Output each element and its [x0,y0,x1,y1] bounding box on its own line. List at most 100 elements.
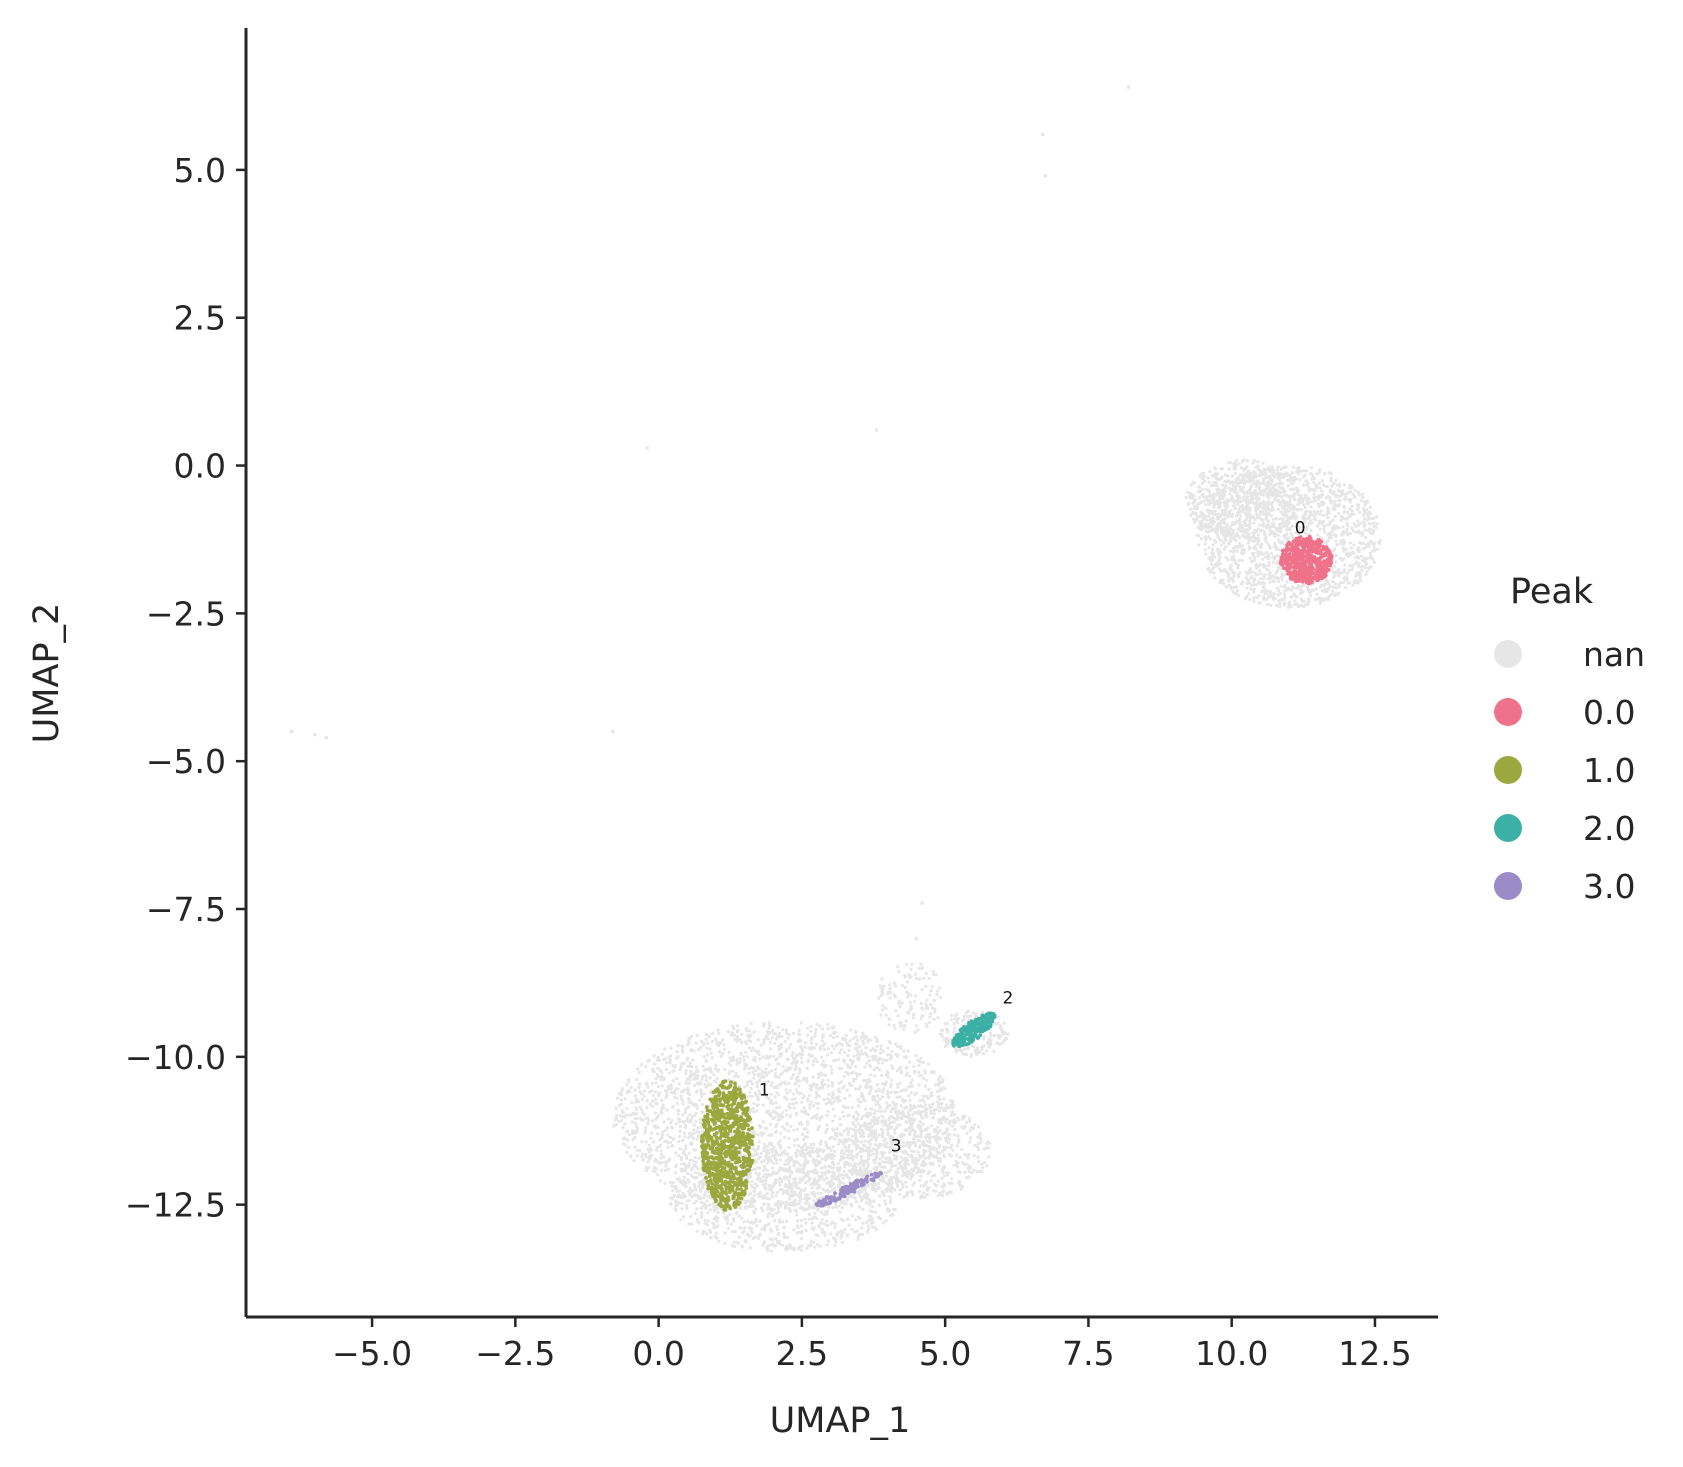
data-point-nan [649,1136,653,1140]
data-point-nan [1224,538,1228,542]
data-point-nan [1218,556,1222,560]
data-point-nan [797,1028,801,1032]
data-point-nan [1300,599,1304,603]
data-point-nan [634,1112,639,1116]
data-point-nan [810,1186,814,1190]
data-point-nan [761,1055,765,1059]
data-point-nan [929,1071,934,1075]
data-point-nan [1331,580,1335,584]
data-point-nan [1241,474,1245,478]
data-point-nan [779,1131,783,1135]
data-point-nan [1274,495,1278,500]
data-point-nan [765,1030,769,1034]
data-point-nan [819,1071,823,1075]
data-point-nan [692,1128,696,1132]
data-point-nan [1186,490,1190,494]
data-point-nan [749,1049,754,1053]
data-point-nan [1306,500,1310,504]
data-point-nan [765,1191,770,1195]
data-point-nan [861,1033,865,1037]
data-point-nan [752,1168,756,1172]
data-point-nan [1340,571,1344,575]
data-point-nan [686,1043,690,1047]
data-point-nan [677,1082,681,1086]
data-point-nan [1218,525,1222,529]
data-point-nan [1285,493,1289,498]
data-point-nan [666,1126,670,1130]
data-point-nan [913,1071,917,1075]
data-point-nan [800,1100,804,1104]
data-point-nan [1352,580,1356,584]
data-point-nan [1291,534,1295,538]
data-point-nan [907,1094,911,1098]
data-point-nan [1252,546,1256,550]
data-point-nan [943,1087,947,1091]
data-point-nan [809,1244,813,1248]
data-point-nan [753,1055,757,1060]
data-point-nan [713,1067,718,1071]
data-point-nan [851,1037,855,1041]
data-point-nan [1238,473,1242,477]
data-point-nan [689,1073,693,1077]
data-point-nan [917,1070,921,1074]
data-point-nan [1240,551,1244,555]
data-point-nan [866,1111,870,1115]
data-point-nan [687,1132,691,1136]
data-point-nan [776,1044,780,1048]
data-point-nan [837,1057,841,1062]
data-point-nan [803,1217,807,1221]
data-point-nan [1271,560,1275,564]
data-point-nan [1294,524,1298,528]
data-point-nan [767,1071,771,1075]
data-point-nan [1204,538,1208,542]
data-point-nan [778,1117,782,1121]
data-point-nan [906,1140,910,1144]
data-point-nan [904,1180,908,1184]
data-point-nan [1226,515,1230,519]
data-point-nan [659,1156,663,1160]
data-point-nan [1211,516,1215,520]
data-point-nan [1252,458,1256,463]
data-point-nan [1267,544,1271,548]
data-point-nan [1248,535,1252,539]
data-point-nan [768,1040,773,1044]
data-point-nan [808,1103,812,1107]
data-point-nan [1282,465,1286,470]
data-point-nan [784,1108,788,1112]
data-point-nan [885,1101,889,1105]
data-point-nan [1222,529,1226,533]
data-point-nan [1277,524,1281,529]
data-point-nan [1252,590,1256,594]
data-point-nan [1240,558,1244,562]
data-point-nan [1298,587,1302,592]
data-point-nan [865,1061,869,1065]
data-point-nan [715,1042,719,1047]
data-point-nan [669,1087,673,1091]
data-point-nan [1222,488,1226,492]
data-point-nan [1244,576,1248,580]
data-point-nan [682,1061,686,1065]
data-point-nan [739,1032,744,1036]
data-point-nan [656,1073,660,1077]
data-point-nan [645,1166,649,1170]
data-point-nan [784,1048,789,1052]
data-point-nan [635,1125,639,1129]
data-point-nan [1281,524,1285,529]
data-point-nan [638,1106,643,1110]
data-point-nan [1350,509,1354,513]
data-point-nan [654,1101,658,1105]
data-point-nan [648,1102,652,1106]
data-point-nan [687,1036,691,1040]
data-point-nan [822,1098,826,1102]
data-point-nan [793,1138,797,1142]
data-point-nan [852,1079,856,1083]
data-point-nan [788,1042,793,1046]
data-point-nan [1206,530,1210,534]
data-point-nan [856,1104,860,1108]
data-point-nan [787,1081,791,1085]
data-point-nan [914,1054,918,1058]
data-point-nan [1248,506,1252,511]
data-point-nan [1227,542,1231,546]
data-point-nan [1317,519,1322,523]
data-point-nan [644,1126,648,1130]
